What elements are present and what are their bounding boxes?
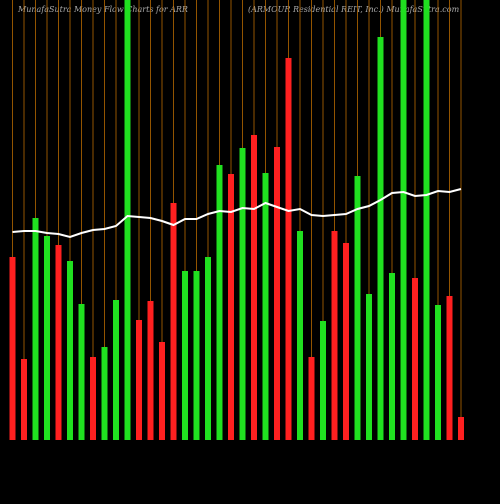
bar bbox=[308, 357, 315, 440]
bar bbox=[354, 176, 361, 440]
bar bbox=[67, 261, 73, 440]
bar bbox=[262, 173, 269, 440]
bar bbox=[182, 271, 188, 440]
bar bbox=[124, 0, 131, 440]
bar bbox=[113, 300, 119, 440]
bar bbox=[9, 257, 16, 440]
bar bbox=[101, 347, 108, 440]
bar bbox=[285, 58, 292, 440]
bar bbox=[170, 203, 177, 440]
bar bbox=[331, 231, 338, 440]
bar bbox=[239, 148, 246, 440]
chart-title: MunafaSutra Money Flow Charts for ARR bbox=[17, 5, 188, 14]
bar bbox=[446, 296, 453, 440]
bar bbox=[21, 359, 27, 440]
bar bbox=[228, 174, 234, 440]
bar bbox=[159, 342, 165, 440]
bar bbox=[147, 301, 154, 440]
bar bbox=[78, 304, 85, 440]
bar bbox=[377, 37, 384, 440]
bar bbox=[412, 278, 418, 440]
bar bbox=[400, 0, 407, 440]
bar bbox=[320, 321, 326, 440]
chart-subtitle: (ARMOUR Residential REIT, Inc.) MunafaSu… bbox=[248, 5, 460, 14]
bar bbox=[435, 305, 441, 440]
bar bbox=[366, 294, 372, 440]
bar bbox=[423, 0, 430, 440]
bar bbox=[274, 147, 280, 440]
bar bbox=[343, 243, 349, 440]
bar bbox=[32, 218, 39, 440]
bar bbox=[44, 236, 50, 440]
bar bbox=[205, 257, 211, 440]
bar bbox=[216, 165, 223, 440]
bar bbox=[55, 245, 62, 440]
bar bbox=[458, 417, 464, 440]
bar bbox=[389, 273, 395, 440]
line bbox=[12, 188, 462, 239]
bar bbox=[251, 135, 257, 440]
bar bbox=[297, 231, 303, 440]
bar bbox=[136, 320, 142, 440]
bar bbox=[193, 271, 200, 440]
bar bbox=[90, 357, 96, 440]
